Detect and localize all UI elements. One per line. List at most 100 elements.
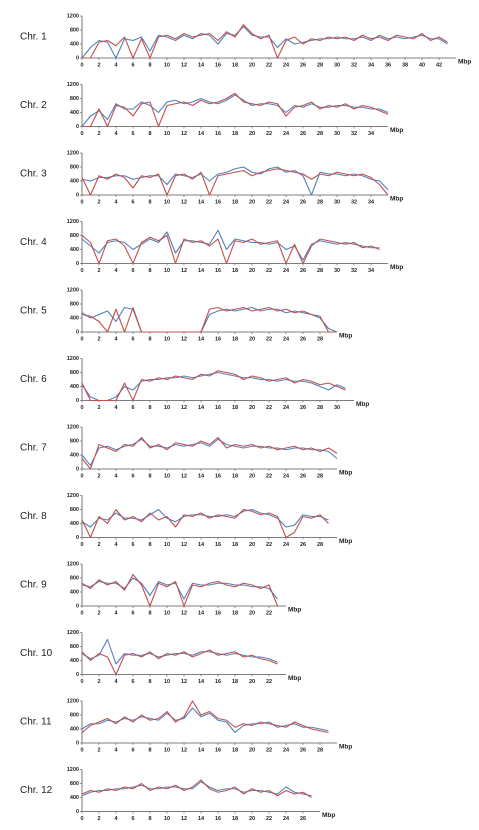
y-tick-label: 0 bbox=[76, 329, 79, 335]
chart-title: Chr. 12 bbox=[20, 785, 53, 796]
x-tick-label: 30 bbox=[334, 62, 340, 68]
y-tick-label: 400 bbox=[70, 315, 79, 321]
series-line bbox=[81, 438, 338, 467]
x-tick-label: 26 bbox=[300, 405, 306, 411]
x-tick-label: 16 bbox=[215, 405, 221, 411]
y-tick-label: 800 bbox=[70, 27, 79, 33]
x-tick-label: 8 bbox=[148, 199, 151, 205]
x-tick-label: 28 bbox=[317, 336, 323, 342]
x-tick-label: 34 bbox=[368, 199, 375, 205]
y-tick-label: 1200 bbox=[67, 767, 79, 773]
chart-title: Chr. 5 bbox=[20, 306, 47, 317]
x-tick-label: 6 bbox=[131, 610, 134, 616]
x-tick-label: 2 bbox=[97, 62, 100, 68]
x-tick-label: 18 bbox=[232, 679, 238, 685]
x-tick-label: 36 bbox=[385, 62, 391, 68]
x-tick-label: 6 bbox=[131, 336, 134, 342]
x-tick-label: 8 bbox=[148, 542, 151, 548]
x-tick-label: 18 bbox=[232, 542, 238, 548]
y-tick-label: 800 bbox=[70, 507, 79, 513]
x-axis-label: Mbp bbox=[339, 333, 352, 340]
series-line bbox=[81, 649, 278, 676]
x-tick-label: 0 bbox=[80, 336, 83, 342]
x-tick-label: 14 bbox=[198, 131, 205, 137]
x-tick-label: 20 bbox=[249, 336, 255, 342]
x-tick-label: 38 bbox=[402, 62, 408, 68]
x-tick-label: 18 bbox=[232, 62, 238, 68]
x-tick-label: 40 bbox=[419, 62, 425, 68]
x-tick-label: 24 bbox=[283, 542, 290, 548]
x-tick-label: 8 bbox=[148, 131, 151, 137]
x-tick-label: 4 bbox=[114, 336, 118, 342]
x-tick-label: 22 bbox=[266, 268, 272, 274]
x-tick-label: 4 bbox=[114, 816, 118, 822]
x-tick-label: 22 bbox=[266, 405, 272, 411]
x-tick-label: 22 bbox=[266, 336, 272, 342]
x-tick-label: 10 bbox=[164, 747, 170, 753]
y-tick-label: 1200 bbox=[67, 698, 79, 704]
y-tick-label: 1200 bbox=[67, 150, 79, 156]
x-tick-label: 0 bbox=[80, 268, 83, 274]
x-tick-label: 6 bbox=[131, 62, 134, 68]
x-tick-label: 4 bbox=[114, 542, 118, 548]
x-tick-label: 16 bbox=[215, 542, 221, 548]
x-tick-label: 12 bbox=[181, 131, 187, 137]
x-tick-label: 16 bbox=[215, 199, 221, 205]
y-tick-label: 800 bbox=[70, 438, 79, 444]
x-tick-label: 18 bbox=[232, 268, 238, 274]
x-tick-label: 28 bbox=[317, 405, 323, 411]
series-line bbox=[81, 436, 338, 470]
x-tick-label: 20 bbox=[249, 542, 255, 548]
series-line bbox=[82, 24, 448, 59]
y-tick-label: 400 bbox=[70, 110, 79, 116]
y-tick-label: 800 bbox=[70, 781, 79, 787]
series-line bbox=[81, 166, 389, 196]
x-tick-label: 16 bbox=[215, 268, 221, 274]
x-tick-label: 14 bbox=[198, 62, 205, 68]
chart-title: Chr. 11 bbox=[20, 717, 52, 728]
x-tick-label: 8 bbox=[148, 473, 151, 479]
x-tick-label: 10 bbox=[164, 405, 170, 411]
x-tick-label: 18 bbox=[232, 816, 238, 822]
x-tick-label: 22 bbox=[266, 816, 272, 822]
chart-title: Chr. 2 bbox=[20, 100, 47, 111]
y-tick-label: 800 bbox=[70, 644, 79, 650]
x-tick-label: 24 bbox=[283, 131, 290, 137]
x-tick-label: 20 bbox=[249, 816, 255, 822]
x-tick-label: 2 bbox=[97, 816, 100, 822]
x-tick-label: 2 bbox=[97, 473, 100, 479]
x-tick-label: 0 bbox=[80, 679, 83, 685]
y-tick-label: 0 bbox=[76, 740, 79, 746]
y-tick-label: 800 bbox=[70, 712, 79, 718]
series-line bbox=[81, 229, 380, 261]
x-tick-label: 20 bbox=[249, 405, 255, 411]
x-tick-label: 24 bbox=[283, 405, 290, 411]
y-tick-label: 1200 bbox=[67, 287, 79, 293]
chart-title: Chr. 9 bbox=[20, 580, 47, 591]
x-tick-label: 10 bbox=[164, 268, 170, 274]
x-tick-label: 26 bbox=[300, 473, 306, 479]
y-tick-label: 0 bbox=[76, 261, 79, 267]
y-tick-label: 0 bbox=[76, 55, 79, 61]
series-line bbox=[81, 638, 278, 665]
x-tick-label: 14 bbox=[198, 679, 205, 685]
x-tick-label: 6 bbox=[131, 131, 134, 137]
x-tick-label: 26 bbox=[300, 62, 306, 68]
x-tick-label: 30 bbox=[334, 199, 340, 205]
x-tick-label: 24 bbox=[283, 199, 290, 205]
chart-title: Chr. 10 bbox=[20, 648, 53, 659]
y-tick-label: 1200 bbox=[67, 219, 79, 225]
x-tick-label: 2 bbox=[97, 679, 100, 685]
x-tick-label: 16 bbox=[215, 679, 221, 685]
y-tick-label: 0 bbox=[76, 466, 79, 472]
y-tick-label: 400 bbox=[70, 41, 79, 47]
x-tick-label: 16 bbox=[215, 747, 221, 753]
x-tick-label: 8 bbox=[148, 610, 151, 616]
x-tick-label: 14 bbox=[198, 610, 205, 616]
x-tick-label: 2 bbox=[97, 610, 100, 616]
x-tick-label: 28 bbox=[317, 473, 323, 479]
x-tick-label: 26 bbox=[300, 747, 306, 753]
x-tick-label: 42 bbox=[436, 62, 442, 68]
x-tick-label: 0 bbox=[80, 542, 83, 548]
